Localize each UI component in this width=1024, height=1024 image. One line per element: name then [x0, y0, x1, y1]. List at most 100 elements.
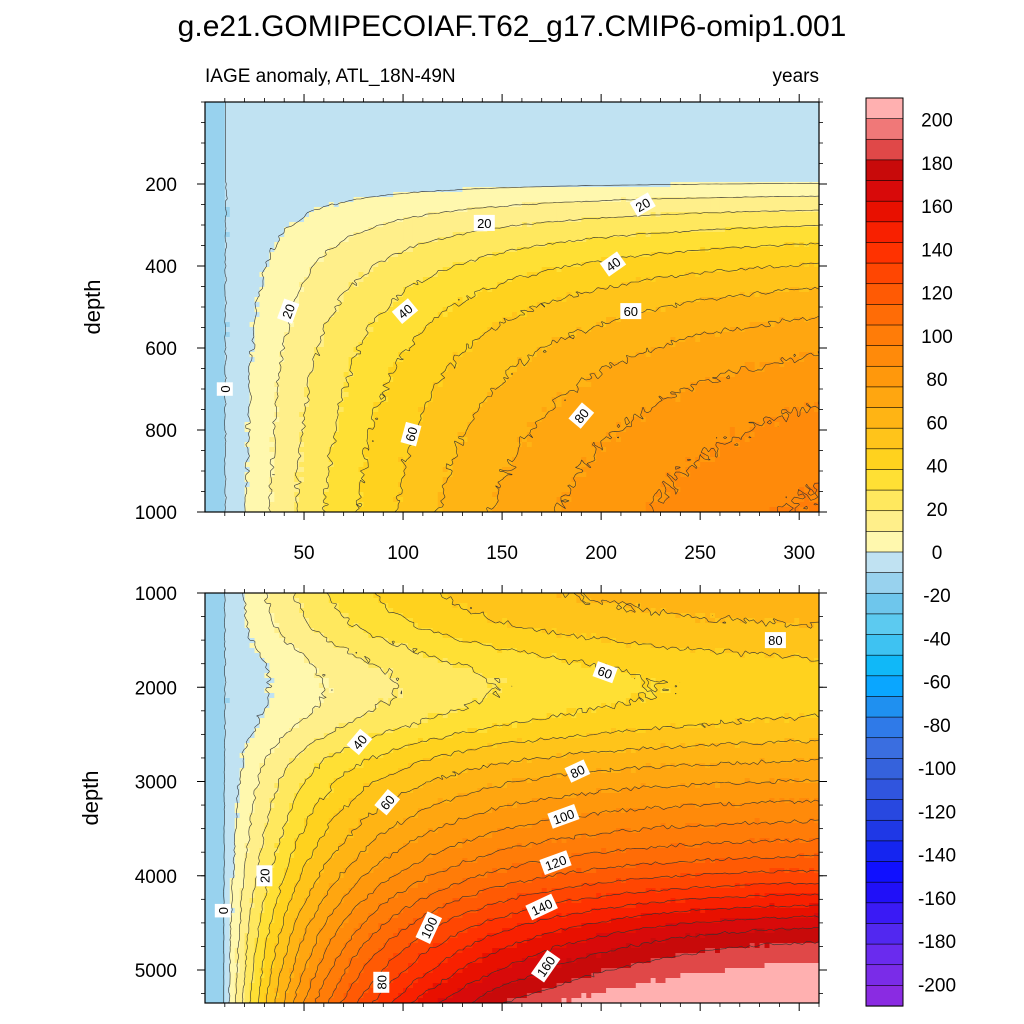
field-cell — [403, 262, 409, 268]
field-cell — [814, 282, 819, 288]
field-cell — [487, 267, 493, 273]
field-cell — [467, 122, 473, 128]
field-cell — [264, 147, 270, 153]
field-cell — [487, 147, 493, 153]
field-cell — [625, 227, 632, 233]
field-cell — [650, 207, 657, 213]
field-cell — [333, 242, 340, 248]
field-cell — [774, 247, 780, 253]
field-cell — [338, 197, 345, 203]
field-cell — [408, 172, 414, 178]
field-cell — [492, 282, 498, 288]
field-cell — [308, 132, 315, 138]
field-cell — [625, 247, 632, 253]
field-cell — [422, 272, 429, 278]
field-cell — [784, 102, 790, 108]
field-cell — [368, 137, 374, 143]
field-cell — [719, 197, 726, 203]
field-cell — [487, 207, 493, 213]
field-cell — [724, 297, 731, 303]
field-cell — [566, 222, 573, 228]
field-cell — [799, 262, 805, 268]
field-cell — [462, 222, 469, 228]
field-cell — [214, 237, 221, 243]
field-cell — [586, 217, 592, 223]
field-cell — [274, 257, 280, 263]
field-cell — [625, 287, 632, 293]
field-cell — [323, 257, 330, 263]
field-cell — [254, 177, 261, 183]
field-cell — [685, 127, 691, 133]
field-cell — [640, 217, 647, 223]
field-cell — [566, 207, 573, 213]
field-cell — [799, 142, 805, 148]
field-cell — [596, 107, 602, 113]
field-cell — [497, 247, 503, 253]
field-cell — [269, 142, 275, 148]
field-cell — [531, 212, 538, 218]
field-cell — [695, 137, 701, 143]
field-cell — [516, 247, 523, 253]
field-cell — [789, 252, 795, 258]
field-cell — [744, 287, 751, 293]
field-cell — [611, 232, 617, 238]
field-cell — [338, 112, 345, 118]
field-cell — [343, 217, 350, 223]
field-cell — [412, 112, 419, 118]
field-cell — [596, 287, 602, 293]
field-cell — [412, 282, 419, 288]
field-cell — [789, 107, 795, 113]
field-cell — [655, 152, 662, 158]
field-cell — [343, 142, 350, 148]
field-cell — [214, 177, 221, 183]
field-cell — [804, 182, 810, 188]
field-cell — [581, 142, 587, 148]
field-cell — [383, 202, 389, 208]
field-cell — [774, 182, 780, 188]
field-cell — [348, 102, 355, 108]
field-cell — [467, 102, 473, 108]
field-cell — [244, 232, 251, 238]
field-cell — [700, 172, 706, 178]
field-cell — [462, 112, 469, 118]
field-cell — [586, 152, 592, 158]
field-cell — [660, 102, 667, 108]
field-cell — [234, 137, 241, 143]
field-cell — [630, 267, 637, 273]
field-cell — [531, 137, 538, 143]
field-cell — [611, 112, 617, 118]
field-cell — [373, 247, 379, 253]
field-cell — [477, 152, 483, 158]
field-cell — [304, 202, 310, 208]
field-cell — [670, 157, 676, 163]
field-cell — [789, 132, 795, 138]
field-cell — [665, 107, 672, 113]
field-cell — [368, 237, 374, 243]
field-cell — [447, 202, 454, 208]
field-cell — [789, 157, 795, 163]
field-cell — [705, 297, 711, 303]
field-cell — [571, 187, 577, 193]
field-cell — [259, 122, 266, 128]
field-cell — [571, 152, 577, 158]
field-cell — [655, 237, 662, 243]
field-cell — [700, 207, 706, 213]
field-cell — [546, 232, 553, 238]
field-cell — [606, 287, 612, 293]
field-cell — [700, 157, 706, 163]
field-cell — [427, 147, 434, 153]
field-cell — [368, 222, 374, 228]
field-cell — [333, 237, 340, 243]
field-cell — [680, 207, 686, 213]
field-cell — [596, 217, 602, 223]
field-cell — [635, 277, 642, 283]
field-cell — [244, 272, 251, 278]
field-cell — [333, 247, 340, 253]
field-cell — [789, 257, 795, 263]
field-cell — [328, 172, 335, 178]
field-cell — [205, 112, 211, 118]
field-cell — [680, 287, 686, 293]
field-cell — [556, 157, 563, 163]
field-cell — [536, 227, 543, 233]
field-cell — [477, 237, 483, 243]
